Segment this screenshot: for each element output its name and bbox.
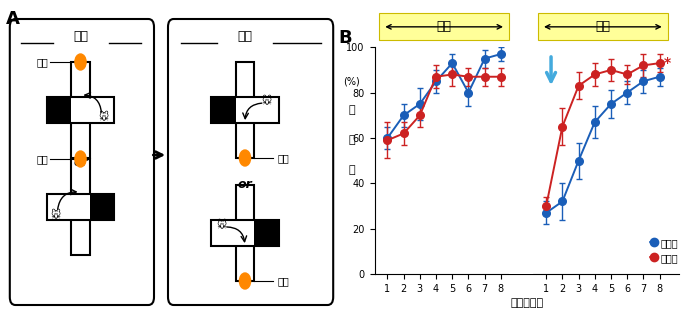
Legend: 正常群, 除去群: 正常群, 除去群 [648,236,680,265]
Text: 🐭: 🐭 [99,112,108,122]
Text: 報酬: 報酬 [278,153,289,163]
Text: or: or [73,157,88,169]
Text: 逆転: 逆転 [596,20,610,33]
Text: A: A [6,10,20,28]
FancyBboxPatch shape [168,19,333,305]
Bar [47,97,114,123]
Text: (%): (%) [343,77,360,87]
Text: 🐭: 🐭 [50,210,60,220]
Text: 答: 答 [348,135,355,145]
Bar [211,97,279,123]
Text: 🐭: 🐭 [216,220,226,230]
Bar [236,185,254,281]
Text: *: * [664,56,671,70]
Text: 報酬: 報酬 [278,276,289,286]
Text: 獲得: 獲得 [73,30,88,43]
Text: B: B [338,29,351,47]
Text: or: or [237,179,253,192]
Bar [71,62,90,158]
Circle shape [239,150,251,166]
Bar [254,220,279,246]
Bar [538,13,668,40]
Bar [509,47,531,274]
Text: 正: 正 [348,105,355,115]
Bar [47,97,71,123]
Bar [47,194,114,220]
Text: 逆転: 逆転 [237,30,253,43]
Text: 報酬: 報酬 [36,57,48,67]
Circle shape [239,273,251,289]
Bar [211,97,236,123]
Bar [71,159,90,255]
Text: 🐭: 🐭 [262,96,272,106]
Circle shape [75,151,86,167]
Bar [236,62,254,158]
Bar [211,220,279,246]
X-axis label: 試行（日）: 試行（日） [510,298,543,308]
Circle shape [75,54,86,70]
Text: 報酬: 報酬 [36,154,48,164]
FancyBboxPatch shape [10,19,154,305]
Text: 率: 率 [348,165,355,175]
Bar [379,13,509,40]
Bar [90,194,114,220]
Text: 獲得: 獲得 [437,20,452,33]
